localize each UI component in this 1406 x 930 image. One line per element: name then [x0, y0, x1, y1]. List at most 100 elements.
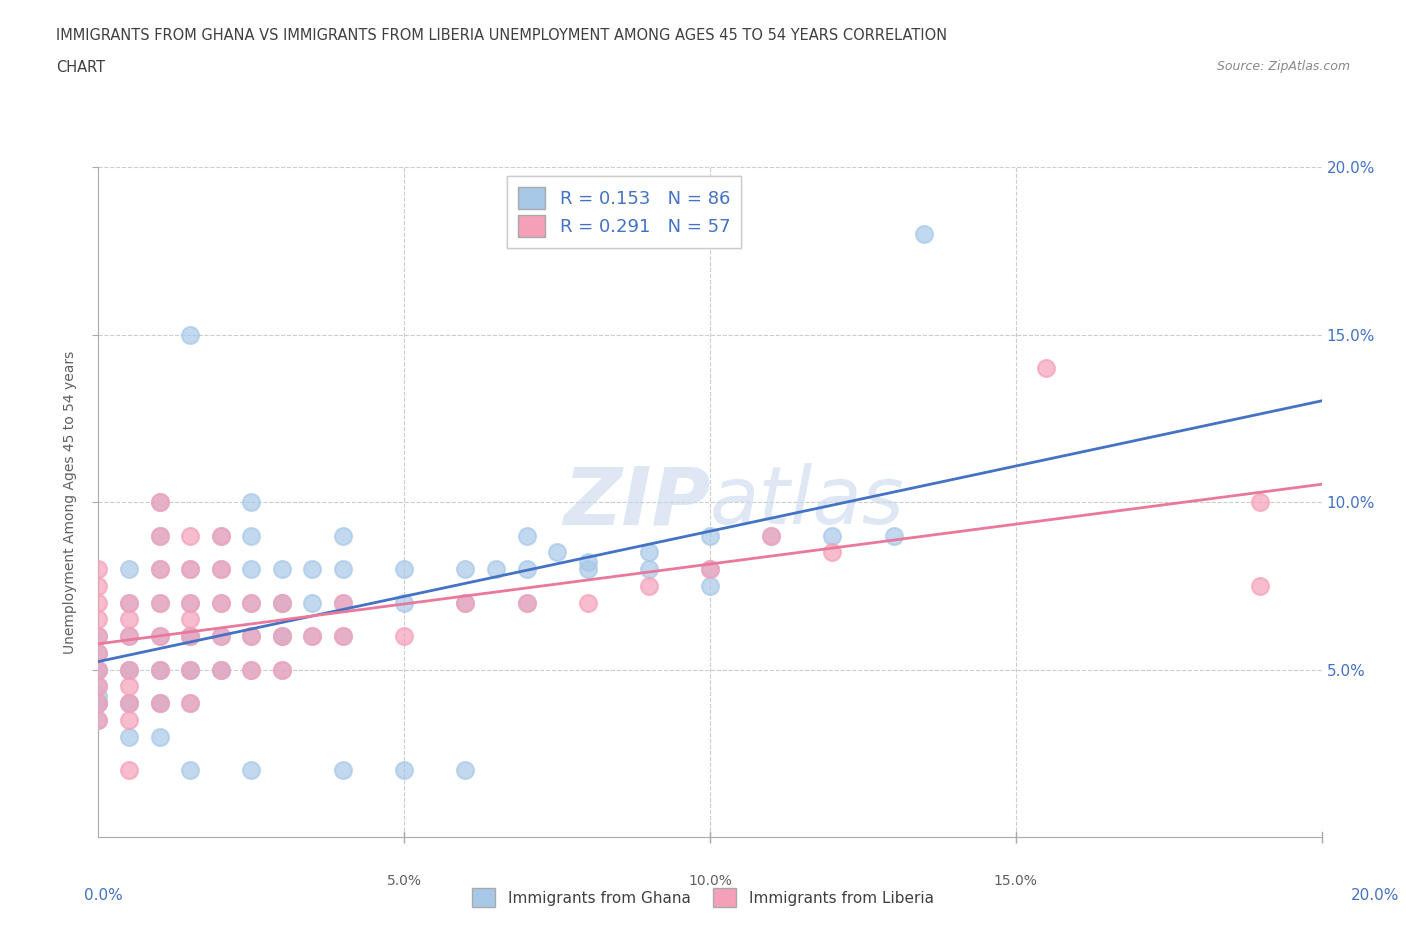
- Point: [118, 763, 141, 777]
- Point: [392, 595, 416, 610]
- Point: [699, 562, 721, 577]
- Point: [179, 595, 201, 610]
- Point: [118, 629, 141, 644]
- Point: [454, 595, 477, 610]
- Point: [392, 562, 416, 577]
- Point: [516, 595, 538, 610]
- Point: [149, 528, 172, 543]
- Point: [149, 528, 172, 543]
- Point: [209, 629, 232, 644]
- Point: [546, 545, 568, 560]
- Point: [332, 629, 354, 644]
- Point: [149, 629, 172, 644]
- Point: [301, 629, 323, 644]
- Point: [240, 662, 263, 677]
- Text: atlas: atlas: [710, 463, 905, 541]
- Point: [179, 629, 201, 644]
- Point: [209, 662, 232, 677]
- Point: [87, 689, 110, 704]
- Point: [179, 696, 201, 711]
- Point: [149, 595, 172, 610]
- Point: [270, 629, 292, 644]
- Point: [118, 662, 141, 677]
- Point: [516, 562, 538, 577]
- Point: [87, 662, 110, 677]
- Point: [179, 662, 201, 677]
- Point: [87, 645, 110, 660]
- Point: [149, 729, 172, 744]
- Point: [118, 595, 141, 610]
- Point: [87, 562, 110, 577]
- Point: [149, 495, 172, 510]
- Point: [179, 629, 201, 644]
- Point: [912, 227, 935, 242]
- Point: [240, 495, 263, 510]
- Text: ZIP: ZIP: [562, 463, 710, 541]
- Point: [270, 629, 292, 644]
- Point: [637, 545, 661, 560]
- Point: [209, 595, 232, 610]
- Point: [485, 562, 508, 577]
- Point: [270, 562, 292, 577]
- Point: [149, 662, 172, 677]
- Point: [118, 679, 141, 694]
- Point: [179, 696, 201, 711]
- Point: [209, 528, 232, 543]
- Point: [821, 528, 844, 543]
- Text: IMMIGRANTS FROM GHANA VS IMMIGRANTS FROM LIBERIA UNEMPLOYMENT AMONG AGES 45 TO 5: IMMIGRANTS FROM GHANA VS IMMIGRANTS FROM…: [56, 28, 948, 43]
- Point: [87, 679, 110, 694]
- Point: [270, 595, 292, 610]
- Point: [118, 562, 141, 577]
- Point: [240, 629, 263, 644]
- Point: [87, 612, 110, 627]
- Point: [240, 595, 263, 610]
- Point: [516, 528, 538, 543]
- Point: [209, 662, 232, 677]
- Point: [149, 696, 172, 711]
- Point: [332, 562, 354, 577]
- Point: [576, 555, 599, 570]
- Point: [454, 595, 477, 610]
- Point: [179, 327, 201, 342]
- Point: [87, 662, 110, 677]
- Point: [270, 629, 292, 644]
- Point: [1249, 578, 1271, 593]
- Point: [179, 629, 201, 644]
- Point: [240, 562, 263, 577]
- Point: [392, 763, 416, 777]
- Point: [209, 595, 232, 610]
- Point: [87, 662, 110, 677]
- Point: [332, 595, 354, 610]
- Point: [301, 629, 323, 644]
- Legend: Immigrants from Ghana, Immigrants from Liberia: Immigrants from Ghana, Immigrants from L…: [467, 883, 939, 913]
- Point: [149, 662, 172, 677]
- Point: [149, 662, 172, 677]
- Point: [118, 696, 141, 711]
- Text: 20.0%: 20.0%: [1351, 888, 1399, 903]
- Text: 10.0%: 10.0%: [688, 874, 733, 888]
- Text: 15.0%: 15.0%: [994, 874, 1038, 888]
- Point: [118, 712, 141, 727]
- Point: [270, 595, 292, 610]
- Point: [118, 662, 141, 677]
- Point: [179, 595, 201, 610]
- Point: [209, 562, 232, 577]
- Point: [699, 528, 721, 543]
- Point: [270, 595, 292, 610]
- Point: [149, 562, 172, 577]
- Point: [118, 696, 141, 711]
- Point: [149, 696, 172, 711]
- Point: [332, 629, 354, 644]
- Y-axis label: Unemployment Among Ages 45 to 54 years: Unemployment Among Ages 45 to 54 years: [63, 351, 77, 654]
- Point: [179, 612, 201, 627]
- Point: [179, 528, 201, 543]
- Point: [209, 562, 232, 577]
- Point: [240, 528, 263, 543]
- Point: [576, 562, 599, 577]
- Point: [87, 712, 110, 727]
- Point: [454, 562, 477, 577]
- Point: [149, 495, 172, 510]
- Point: [576, 595, 599, 610]
- Point: [759, 528, 782, 543]
- Point: [759, 528, 782, 543]
